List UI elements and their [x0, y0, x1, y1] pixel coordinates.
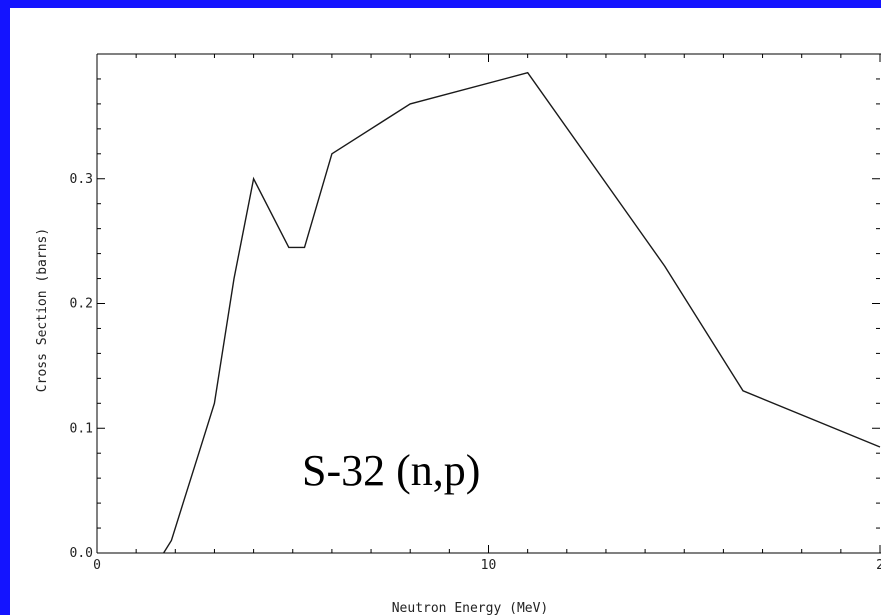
y-tick-label: 0.3	[70, 172, 93, 187]
y-tick-label: 0.2	[70, 297, 93, 312]
x-axis-label: Neutron Energy (MeV)	[392, 601, 549, 615]
series-line	[164, 73, 880, 553]
x-tick-label: 10	[481, 558, 497, 573]
x-tick-label: 2	[876, 558, 881, 573]
axis-ticks	[97, 54, 880, 553]
reaction-annotation: S-32 (n,p)	[302, 446, 480, 495]
y-axis-label: Cross Section (barns)	[35, 228, 50, 392]
y-tick-label: 0.0	[70, 546, 93, 561]
x-tick-label: 0	[93, 558, 101, 573]
tick-labels: 0 10 2 0.0 0.1 0.2 0.3	[70, 172, 881, 573]
cross-section-chart: 0 10 2 0.0 0.1 0.2 0.3 S-32 (n,p) Neutron Ener…	[10, 8, 881, 615]
chart-panel: 0 10 2 0.0 0.1 0.2 0.3 S-32 (n,p) Neutron Ener…	[10, 8, 881, 615]
y-tick-label: 0.1	[70, 421, 93, 436]
axes-frame	[97, 54, 881, 553]
